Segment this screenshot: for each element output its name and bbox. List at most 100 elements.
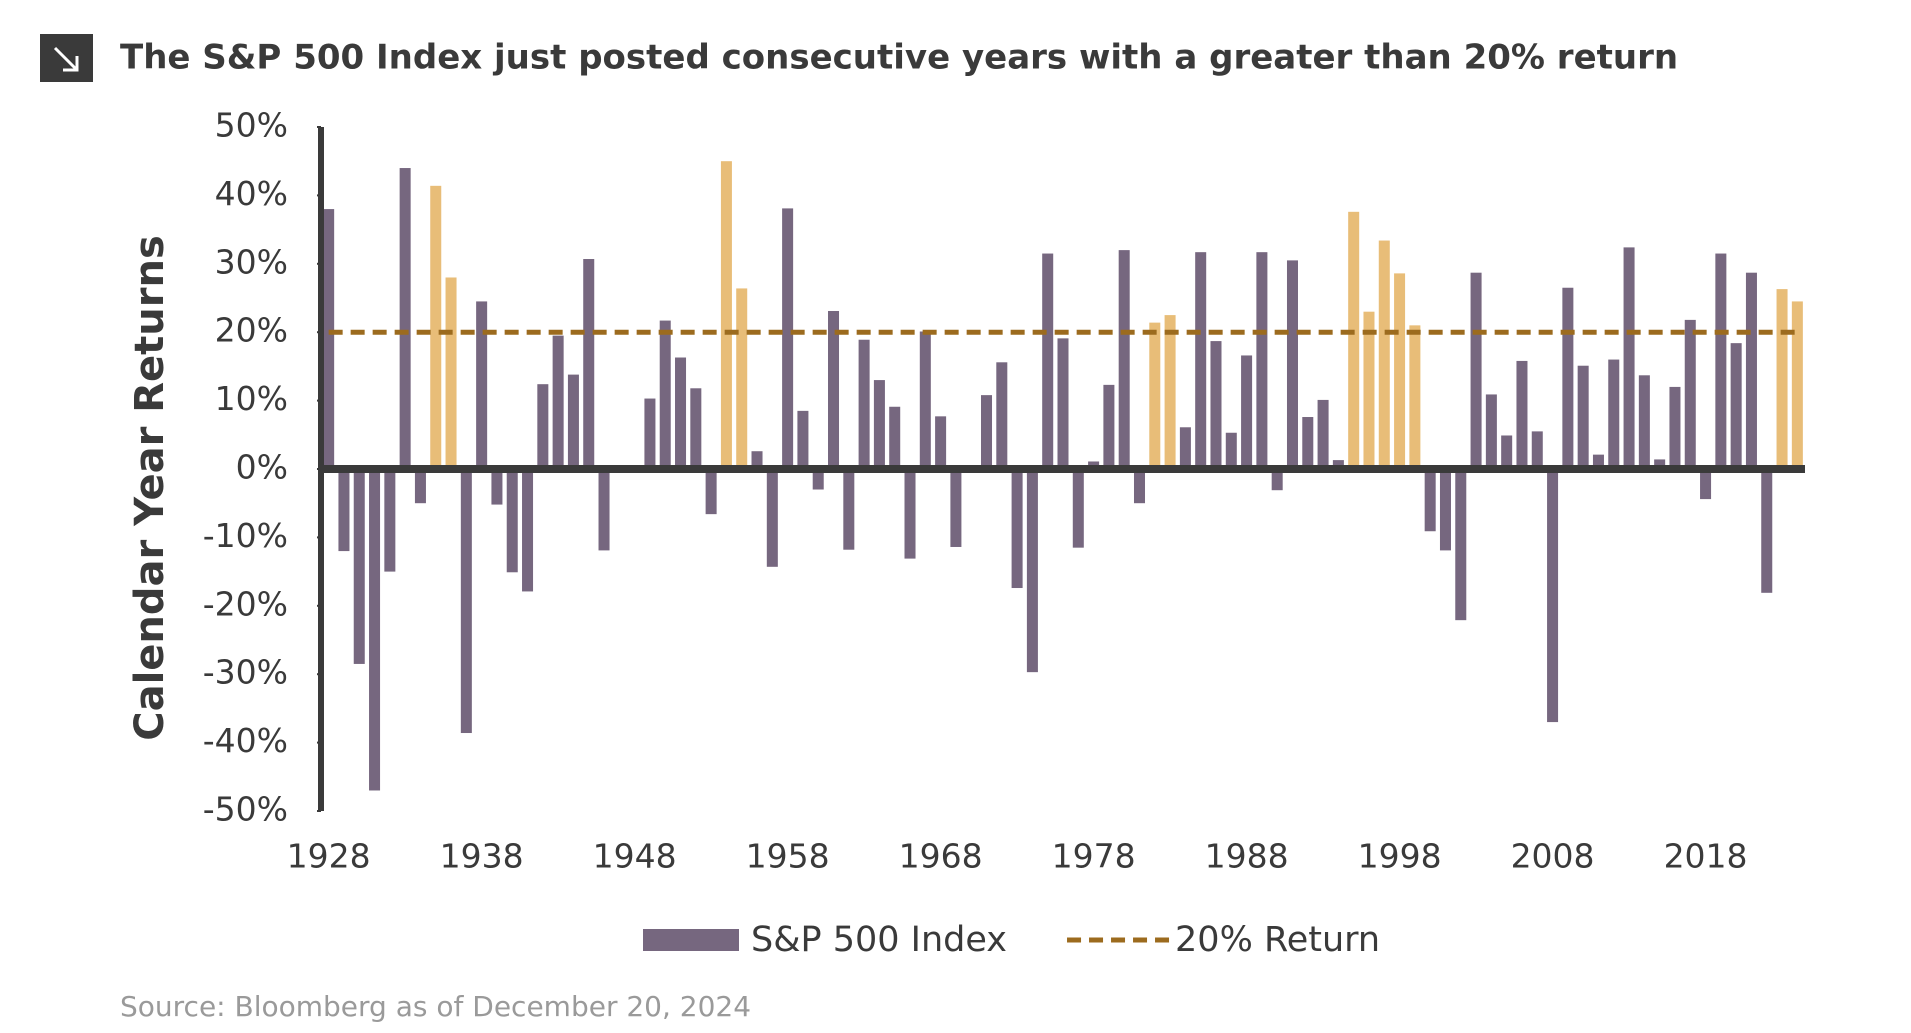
x-tick-label: 1978 (1052, 837, 1136, 876)
bar (353, 469, 365, 664)
x-tick-label: 1938 (440, 837, 524, 876)
bar (1638, 375, 1650, 469)
x-tick-label: 2008 (1511, 837, 1595, 876)
bar (384, 469, 396, 572)
bar (1394, 273, 1406, 469)
bar (1026, 469, 1038, 673)
bar (1730, 343, 1742, 469)
bar (675, 357, 687, 469)
bar (1286, 260, 1298, 469)
bar (858, 339, 870, 469)
bar (399, 168, 411, 470)
bar (1072, 469, 1084, 548)
bar (919, 331, 931, 469)
bar (1715, 253, 1727, 469)
bar (1210, 341, 1222, 469)
x-tick-label: 1958 (746, 837, 830, 876)
bar (1608, 359, 1620, 469)
bar (1547, 469, 1559, 723)
bar (1623, 247, 1635, 469)
bar (659, 320, 671, 469)
bar (1225, 432, 1237, 469)
bar (1470, 272, 1482, 469)
legend-label: 20% Return (1175, 920, 1380, 960)
x-tick-label: 1928 (287, 837, 371, 876)
bar (567, 374, 579, 469)
y-tick-label: 50% (215, 106, 288, 145)
bar (414, 469, 426, 504)
bar (1439, 469, 1451, 551)
bar (1455, 469, 1467, 621)
bar (1057, 338, 1069, 469)
bar (506, 469, 518, 573)
y-tick-label: 40% (215, 174, 288, 213)
bar (935, 416, 947, 469)
bar (369, 469, 381, 791)
bar (1562, 287, 1574, 469)
bar (1149, 322, 1161, 469)
bar (889, 406, 901, 469)
bar (904, 469, 916, 559)
bar (782, 208, 794, 469)
bar (1745, 272, 1757, 469)
bar (1118, 250, 1130, 469)
bar (797, 410, 809, 469)
bar (812, 469, 824, 490)
bar (537, 384, 549, 469)
bar (583, 259, 595, 469)
bar (1684, 319, 1696, 469)
bar (736, 288, 748, 469)
bar (323, 209, 335, 469)
bar (1164, 315, 1176, 469)
bar (338, 469, 350, 552)
bar (1654, 459, 1666, 469)
bar (1516, 360, 1528, 469)
bar (1485, 394, 1497, 469)
y-tick-label: 20% (215, 311, 288, 350)
bar (1271, 469, 1283, 491)
bar (1332, 460, 1344, 469)
x-tick-label: 1998 (1358, 837, 1442, 876)
y-tick-label: -50% (203, 790, 288, 829)
bar (705, 469, 717, 515)
y-tick-label: -30% (203, 653, 288, 692)
bar (491, 469, 503, 505)
bar (1776, 289, 1788, 469)
y-axis-title: Calendar Year Returns (127, 235, 173, 741)
bar (1348, 211, 1360, 470)
bar (1256, 252, 1268, 469)
bar (1592, 454, 1604, 469)
header-icon-arrow (53, 46, 79, 72)
y-tick-label: -20% (203, 584, 288, 623)
bar (1179, 427, 1191, 469)
bar (873, 380, 885, 469)
bar (552, 335, 564, 469)
bar (1669, 386, 1681, 469)
bar (1531, 431, 1543, 469)
legend-swatch (643, 929, 739, 951)
bar (720, 161, 732, 469)
bar (1424, 469, 1436, 532)
bar (1761, 469, 1773, 593)
y-tick-label: 10% (215, 379, 288, 418)
bar (1195, 252, 1207, 469)
bar (766, 469, 778, 567)
x-tick-label: 2018 (1664, 837, 1748, 876)
bar (828, 310, 840, 469)
bar (751, 451, 763, 469)
bar (1317, 399, 1329, 469)
bar (598, 469, 610, 551)
y-tick-label: -10% (203, 516, 288, 555)
bar (1501, 435, 1513, 469)
bar (1042, 253, 1054, 469)
bar (1011, 469, 1023, 589)
bar (1133, 469, 1146, 504)
bar (1700, 469, 1712, 500)
bar (1302, 417, 1314, 469)
bar (1241, 355, 1253, 469)
bar (1363, 311, 1375, 469)
bar (1791, 301, 1803, 469)
bar (445, 277, 457, 469)
bar (1378, 240, 1390, 469)
